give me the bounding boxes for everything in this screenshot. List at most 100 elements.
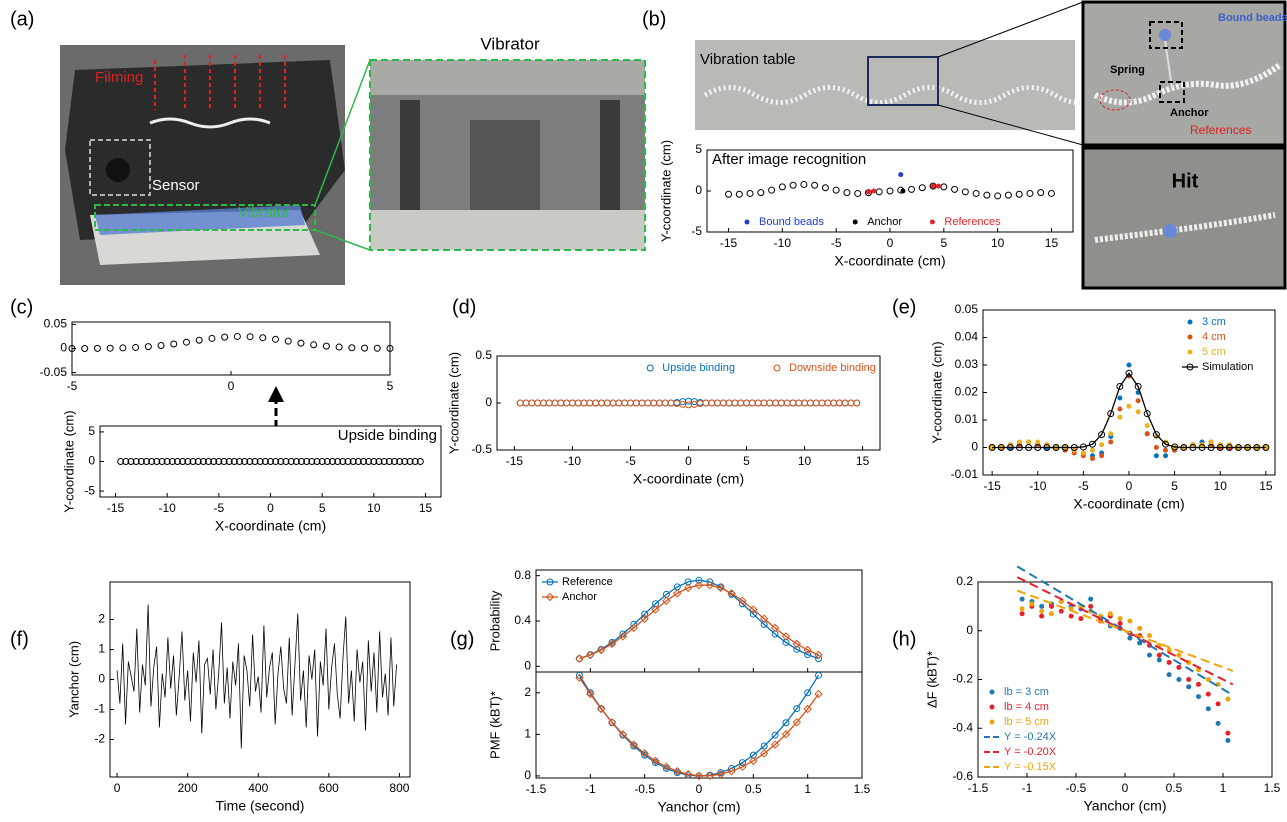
marker	[297, 339, 305, 347]
marker	[1052, 444, 1060, 451]
legend-swatch	[1187, 349, 1193, 355]
y-axis-label: Y-coordinate (cm)	[929, 341, 944, 443]
marker	[683, 770, 693, 779]
plot-frame	[496, 355, 881, 451]
x-tick-label: -10	[1029, 479, 1047, 493]
legend-label: Reference	[562, 576, 613, 588]
marker	[385, 458, 393, 465]
plot-frame	[71, 321, 391, 376]
marker	[163, 458, 171, 465]
marker	[416, 458, 424, 465]
marker	[1166, 659, 1172, 665]
x-tick-label: 15	[1259, 479, 1273, 493]
legend-label: Upside binding	[662, 362, 735, 374]
marker	[1127, 635, 1133, 641]
marker	[989, 445, 995, 450]
marker	[1088, 603, 1094, 609]
y-tick-label: 2	[524, 685, 531, 699]
x-tick-label: -5	[213, 501, 224, 515]
marker	[1039, 613, 1045, 619]
marker	[815, 671, 823, 679]
marker	[759, 614, 769, 623]
x-tick-label: 10	[991, 236, 1005, 250]
panel-label: (d)	[452, 296, 476, 318]
x-tick-label: 15	[856, 454, 870, 468]
marker	[1147, 633, 1152, 639]
y-tick-label: 0.8	[514, 568, 531, 582]
marker	[282, 458, 290, 465]
y-tick-label: 0.05	[955, 302, 979, 316]
x-tick-label: -10	[774, 236, 792, 250]
x-axis-label: Time (second)	[216, 798, 305, 814]
marker	[1015, 190, 1023, 198]
marker	[1189, 444, 1197, 451]
marker	[1135, 409, 1141, 415]
marker	[339, 458, 347, 465]
marker	[284, 337, 292, 345]
marker	[344, 458, 352, 465]
marker	[406, 458, 414, 465]
marker	[1207, 444, 1215, 451]
marker	[618, 632, 628, 641]
marker	[1156, 657, 1162, 663]
marker	[1019, 596, 1025, 602]
photo-label: Sensor	[152, 177, 200, 194]
x-tick-label: -0.5	[1066, 781, 1087, 795]
marker	[1163, 453, 1168, 459]
marker	[375, 458, 383, 465]
marker	[210, 458, 218, 465]
marker	[735, 190, 743, 198]
marker	[1049, 611, 1054, 617]
marker	[662, 596, 671, 606]
marker	[575, 654, 584, 663]
marker	[308, 458, 316, 465]
y-tick-label: 0.4	[514, 613, 531, 627]
marker	[908, 185, 916, 193]
marker	[738, 762, 747, 772]
marker	[1147, 652, 1152, 658]
marker	[1019, 606, 1025, 612]
marker	[705, 771, 715, 780]
y-tick-label: 0.01	[955, 412, 979, 426]
marker	[287, 458, 295, 465]
panel-label: (b)	[642, 8, 666, 30]
marker	[1196, 681, 1201, 687]
marker	[994, 192, 1002, 200]
marker	[738, 759, 746, 767]
marker	[770, 623, 780, 633]
marker	[778, 183, 786, 191]
y-tick-label: -0.05	[40, 365, 68, 379]
marker	[727, 589, 736, 598]
x-tick-label: -0.5	[634, 782, 655, 796]
marker	[1039, 608, 1045, 614]
marker	[618, 730, 628, 739]
marker	[629, 740, 639, 749]
marker	[760, 620, 768, 628]
marker	[277, 458, 285, 465]
y-tick-label: 0	[485, 395, 492, 409]
marker	[411, 458, 419, 465]
y-tick-label: -1	[94, 702, 105, 716]
marker	[738, 596, 747, 606]
photo-label: Spring	[1110, 64, 1145, 76]
photo-label: Vibrator	[238, 204, 290, 221]
legend-label: Y = -0.15X	[1004, 761, 1057, 773]
legend-label: Anchor	[867, 216, 902, 228]
marker	[272, 458, 280, 465]
marker	[1186, 677, 1192, 682]
marker	[310, 341, 318, 349]
marker	[256, 458, 264, 465]
marker	[1208, 439, 1214, 445]
marker	[789, 181, 797, 189]
x-tick-label: 200	[178, 781, 198, 795]
marker	[727, 767, 736, 776]
x-tick-label: 400	[248, 781, 268, 795]
marker	[1137, 640, 1143, 646]
marker	[1144, 431, 1150, 437]
legend-label: References	[944, 216, 1001, 228]
photo-b: Vibration table Bound beads Spring Ancho…	[695, 0, 1287, 290]
panel-label: (g)	[450, 628, 474, 650]
y-tick-label: 5	[695, 142, 702, 156]
marker	[793, 705, 801, 713]
marker	[122, 458, 130, 465]
